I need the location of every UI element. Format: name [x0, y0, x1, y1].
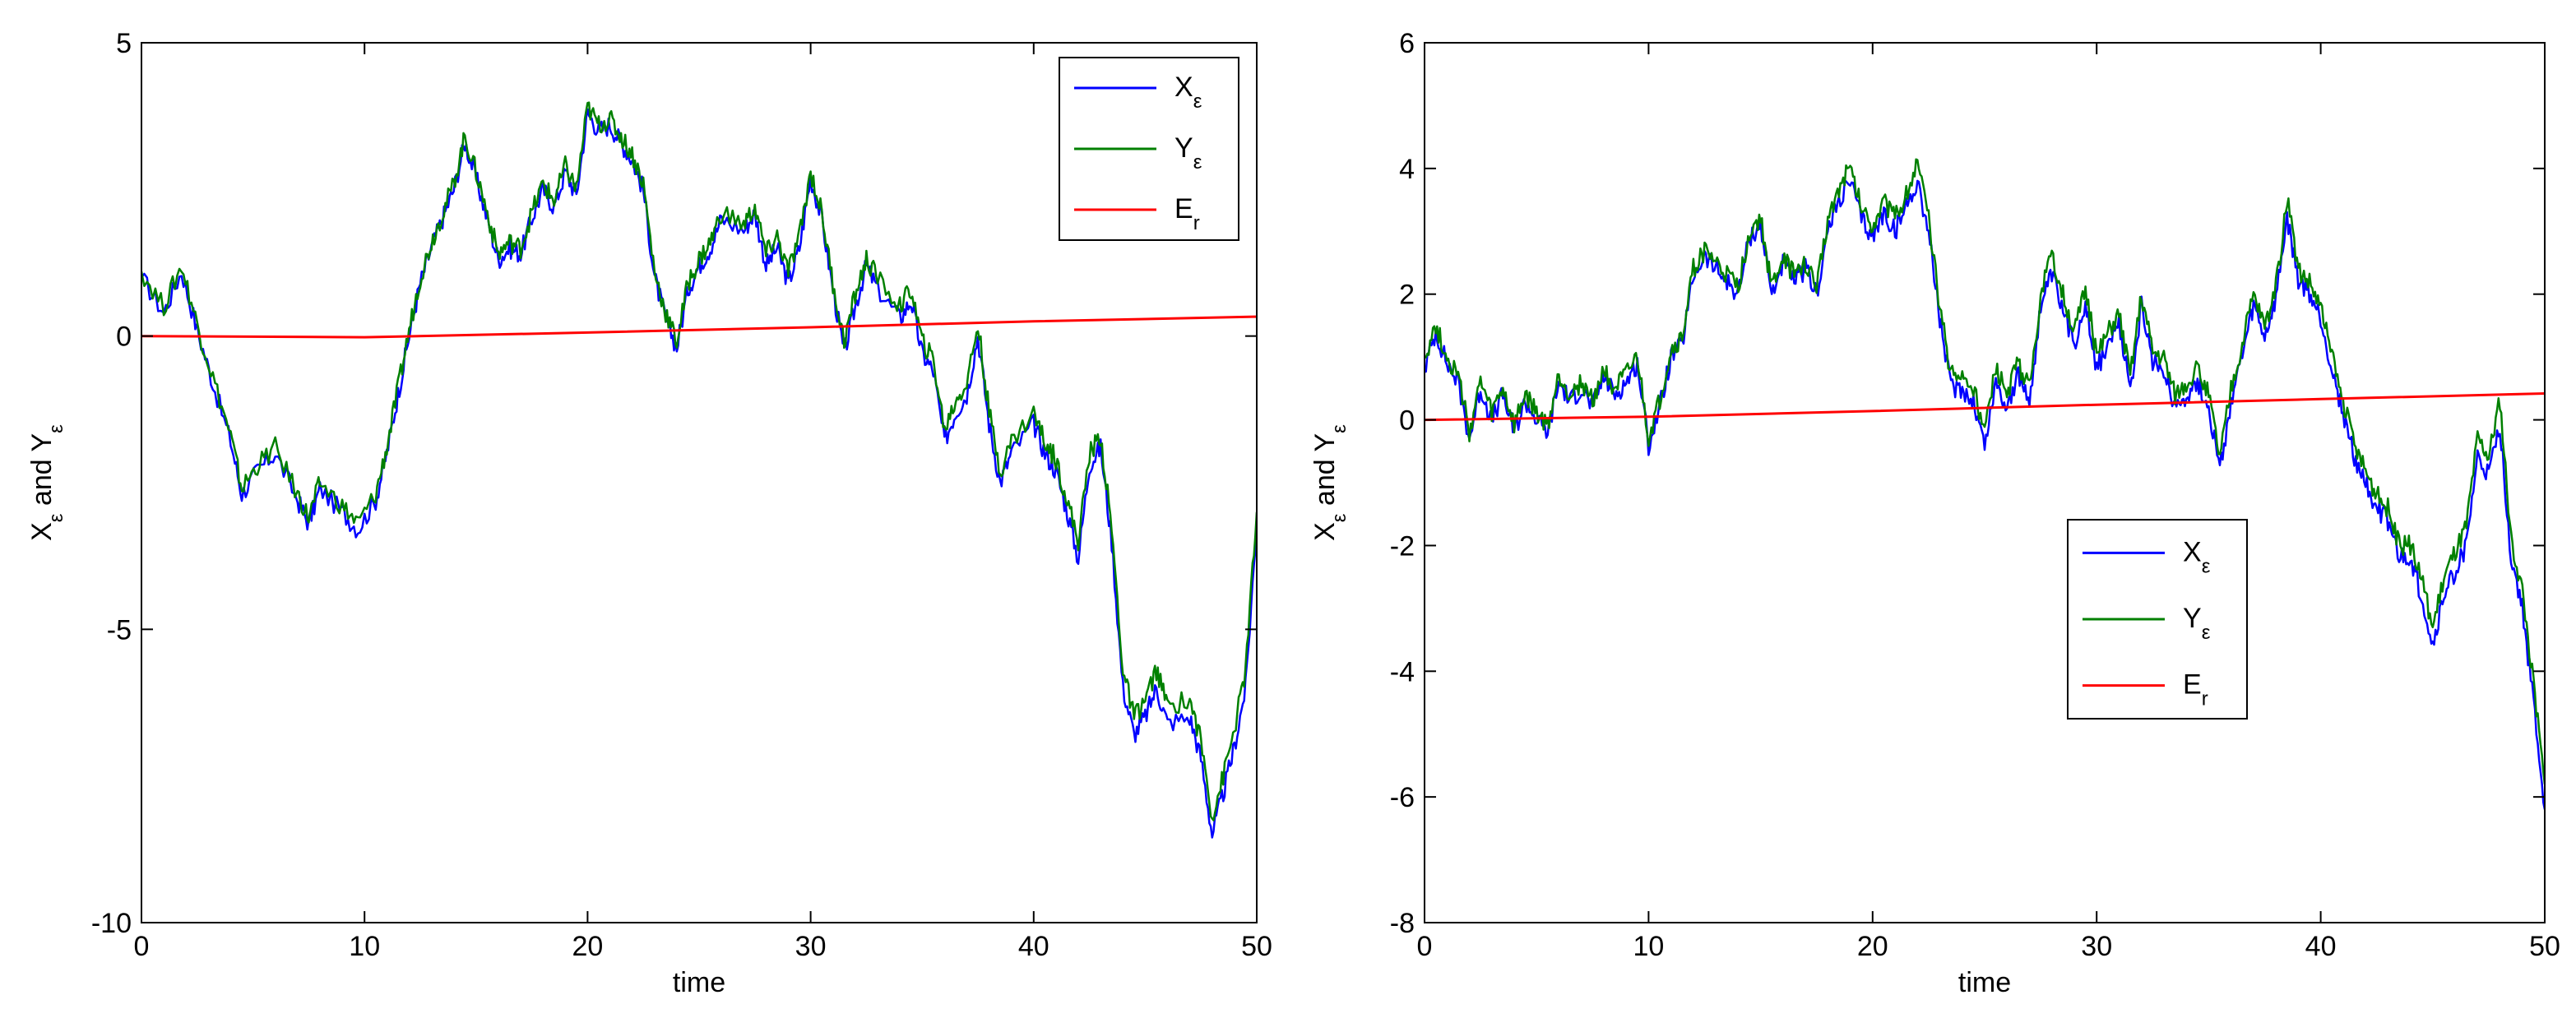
y-axis-label: Xε and Yε: [1309, 424, 1351, 541]
y-axis-label: Xε and Yε: [26, 424, 67, 541]
x-tick-label: 30: [2081, 931, 2112, 962]
y-axis-label-part: X: [1309, 522, 1341, 541]
y-axis-label-subscript: ε: [1328, 513, 1351, 522]
plot-area: [141, 101, 1257, 839]
legend: Xε Yε Er: [2067, 519, 2248, 720]
legend-label-er: Er: [1174, 193, 1200, 234]
axes-box: [141, 42, 1258, 923]
y-axis-label-part: and Y: [26, 433, 58, 514]
y-axis-label-subscript: ε: [45, 513, 67, 522]
legend: Xε Yε Er: [1059, 57, 1239, 241]
y-tick-label: 0: [1399, 405, 1415, 437]
x-tick-label: 0: [134, 931, 150, 962]
series-line-er: [1425, 392, 2545, 422]
x-axis-label: time: [673, 967, 725, 998]
x-tick-label: 10: [1633, 931, 1664, 962]
x-tick-label: 0: [1417, 931, 1433, 962]
axes-box: [1424, 42, 2546, 923]
y-axis-label-subscript: ε: [1328, 424, 1351, 433]
y-axis-label-part: X: [26, 522, 58, 541]
legend-label-yε: Yε: [2183, 603, 2211, 644]
y-tick-label: -4: [1390, 656, 1415, 687]
y-axis-label-subscript: ε: [45, 424, 67, 433]
y-tick-label: 0: [116, 322, 132, 353]
series-line-yε: [141, 101, 1257, 821]
x-tick-label: 50: [1241, 931, 1272, 962]
series-line-er: [141, 315, 1257, 339]
x-tick-label: 40: [1018, 931, 1049, 962]
x-tick-label: 20: [572, 931, 603, 962]
x-tick-label: 30: [795, 931, 827, 962]
y-tick-label: -5: [107, 614, 132, 646]
legend-label-yε: Yε: [1174, 132, 1202, 174]
x-tick-label: 50: [2529, 931, 2560, 962]
y-tick-label: -6: [1390, 782, 1415, 813]
legend-label-er: Er: [2183, 669, 2208, 710]
legend-label-xε: Xε: [1174, 72, 1202, 113]
series-line-yε: [1425, 158, 2545, 785]
x-tick-label: 10: [349, 931, 380, 962]
y-tick-label: 2: [1399, 280, 1415, 311]
y-tick-label: 4: [1399, 154, 1415, 185]
series-line-xε: [1425, 179, 2545, 810]
x-tick-label: 40: [2305, 931, 2337, 962]
plot-area: [1425, 158, 2545, 810]
y-tick-label: -2: [1390, 530, 1415, 562]
y-tick-label: 5: [116, 28, 132, 59]
y-tick-label: 6: [1399, 28, 1415, 59]
y-axis-label-part: and Y: [1309, 433, 1341, 514]
x-tick-label: 20: [1857, 931, 1888, 962]
x-axis-label: time: [1958, 967, 2011, 998]
legend-label-xε: Xε: [2183, 536, 2211, 577]
y-tick-label: -10: [91, 908, 132, 939]
y-tick-label: -8: [1390, 908, 1415, 939]
